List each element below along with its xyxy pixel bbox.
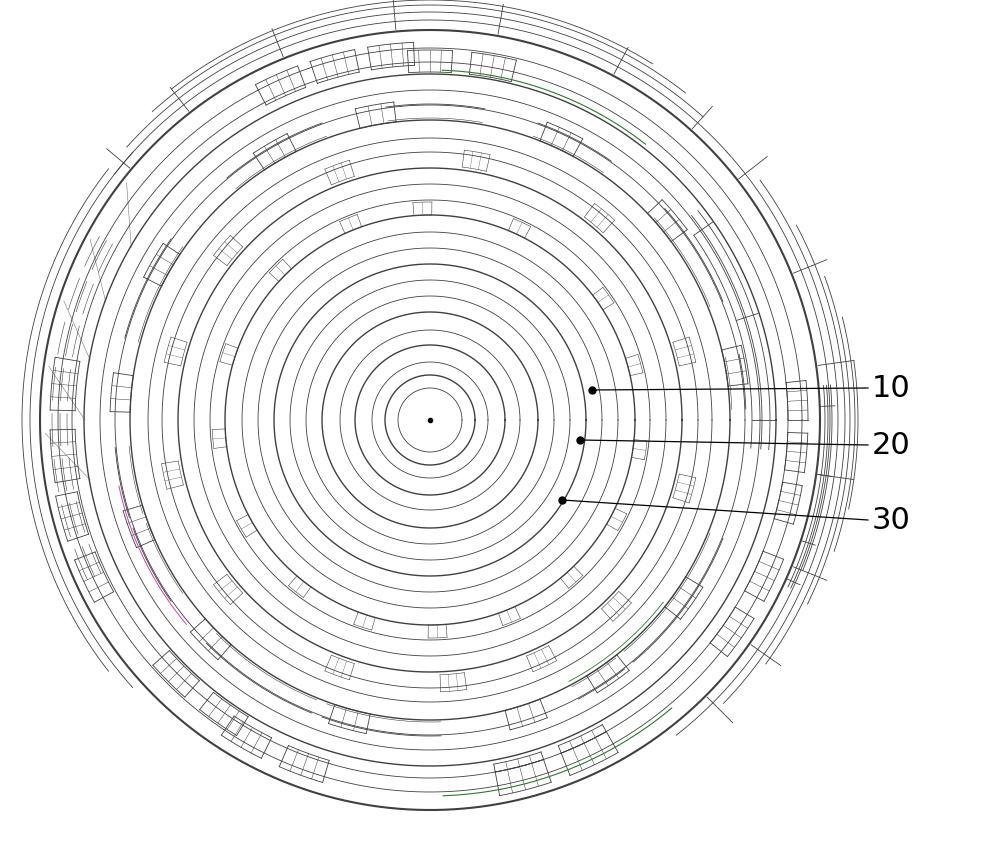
Text: 10: 10 bbox=[872, 374, 911, 402]
Text: 30: 30 bbox=[872, 506, 911, 534]
Text: 20: 20 bbox=[872, 431, 911, 459]
